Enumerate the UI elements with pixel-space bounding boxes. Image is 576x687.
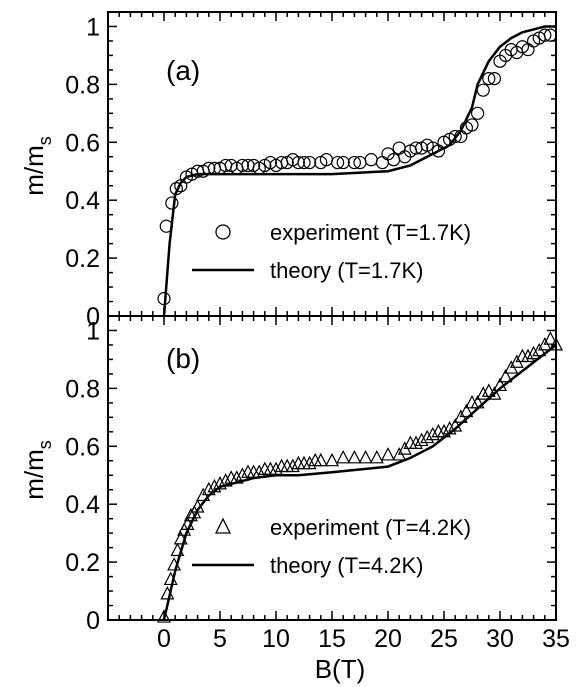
y-axis-label: m/ms xyxy=(19,136,55,196)
data-point xyxy=(459,403,474,418)
y-axis-label-subscript: s xyxy=(35,136,55,145)
panel-a: 0 0.2 0.4 0.6 0.8 1 m/ms (a) experiment (T=1.7K)… xyxy=(19,11,558,331)
data-point xyxy=(381,447,395,461)
legend-triangle-swatch xyxy=(214,517,232,534)
x-axis-label: B(T) xyxy=(315,654,366,684)
data-point xyxy=(358,449,373,464)
data-point xyxy=(549,337,563,351)
theory-line xyxy=(162,344,557,621)
data-point xyxy=(521,348,535,363)
y-tick-label: 0.6 xyxy=(65,129,100,157)
data-point xyxy=(325,452,339,467)
x-tick-label: 5 xyxy=(213,625,227,653)
data-point xyxy=(420,429,435,444)
data-point xyxy=(303,155,317,170)
data-point xyxy=(543,331,558,345)
data-point xyxy=(487,386,502,400)
panel-label: (b) xyxy=(166,343,200,374)
panel-label: (a) xyxy=(166,55,200,86)
data-point xyxy=(392,141,406,155)
data-point xyxy=(425,426,440,441)
data-point xyxy=(465,118,479,132)
x-tick-label: 30 xyxy=(486,625,514,653)
x-tick-label: 15 xyxy=(318,625,346,653)
y-tick-label: 0.2 xyxy=(65,245,100,273)
data-point xyxy=(538,28,552,42)
y-axis-label-subscript: s xyxy=(35,440,55,449)
y-tick-label: 0 xyxy=(86,303,100,331)
y-tick-label: 0.2 xyxy=(65,549,100,577)
x-tick-label: 25 xyxy=(430,625,458,653)
y-tick-label: 0.4 xyxy=(65,187,100,215)
data-point xyxy=(157,609,171,623)
legend-label: theory (T=1.7K) xyxy=(270,258,423,283)
data-point xyxy=(481,383,496,397)
data-point xyxy=(369,449,384,464)
data-point xyxy=(213,476,227,490)
data-point xyxy=(336,449,351,464)
data-point xyxy=(409,435,423,449)
data-point xyxy=(476,83,490,97)
data-point xyxy=(347,155,361,170)
data-point xyxy=(235,158,249,173)
data-point xyxy=(297,155,311,170)
data-point xyxy=(375,155,389,170)
data-point xyxy=(414,432,429,447)
legend-label: experiment (T=1.7K) xyxy=(270,220,471,245)
y-tick-label: 0.6 xyxy=(65,433,100,461)
x-tick-label: 10 xyxy=(262,625,290,653)
y-tick-label: 0.8 xyxy=(65,375,100,403)
y-tick-label: 1 xyxy=(86,13,100,41)
data-point xyxy=(347,449,362,464)
data-point xyxy=(543,28,558,42)
x-tick-label: 35 xyxy=(542,625,570,653)
data-point xyxy=(526,345,541,360)
y-axis-label: m/ms xyxy=(19,440,55,500)
data-point xyxy=(302,455,317,470)
y-tick-label: 0.8 xyxy=(65,71,100,99)
data-point xyxy=(313,452,328,467)
data-point xyxy=(364,153,378,167)
data-point xyxy=(498,368,513,383)
data-point xyxy=(291,155,305,170)
data-point xyxy=(482,71,496,86)
data-point xyxy=(285,458,300,473)
legend-label: experiment (T=4.2K) xyxy=(270,515,471,540)
data-point xyxy=(487,71,501,86)
data-point xyxy=(471,106,485,120)
legend-label: theory (T=4.2K) xyxy=(270,553,423,578)
y-tick-label: 1 xyxy=(86,317,100,345)
legend-circle-swatch xyxy=(215,224,231,240)
y-tick-label: 0 xyxy=(86,607,100,635)
y-tick-label: 0.4 xyxy=(65,491,100,519)
data-point xyxy=(448,129,462,144)
x-tick-label: 20 xyxy=(374,625,402,653)
x-tick-label: 0 xyxy=(157,625,171,653)
data-point xyxy=(331,155,345,170)
data-point xyxy=(476,386,491,400)
data-point xyxy=(336,155,350,170)
panel-b: 00.20.40.60.810 5 10 15 20 25 30 35B(T)m/ms(b)e… xyxy=(19,315,570,684)
theory-line xyxy=(162,25,556,317)
data-point xyxy=(165,196,179,210)
